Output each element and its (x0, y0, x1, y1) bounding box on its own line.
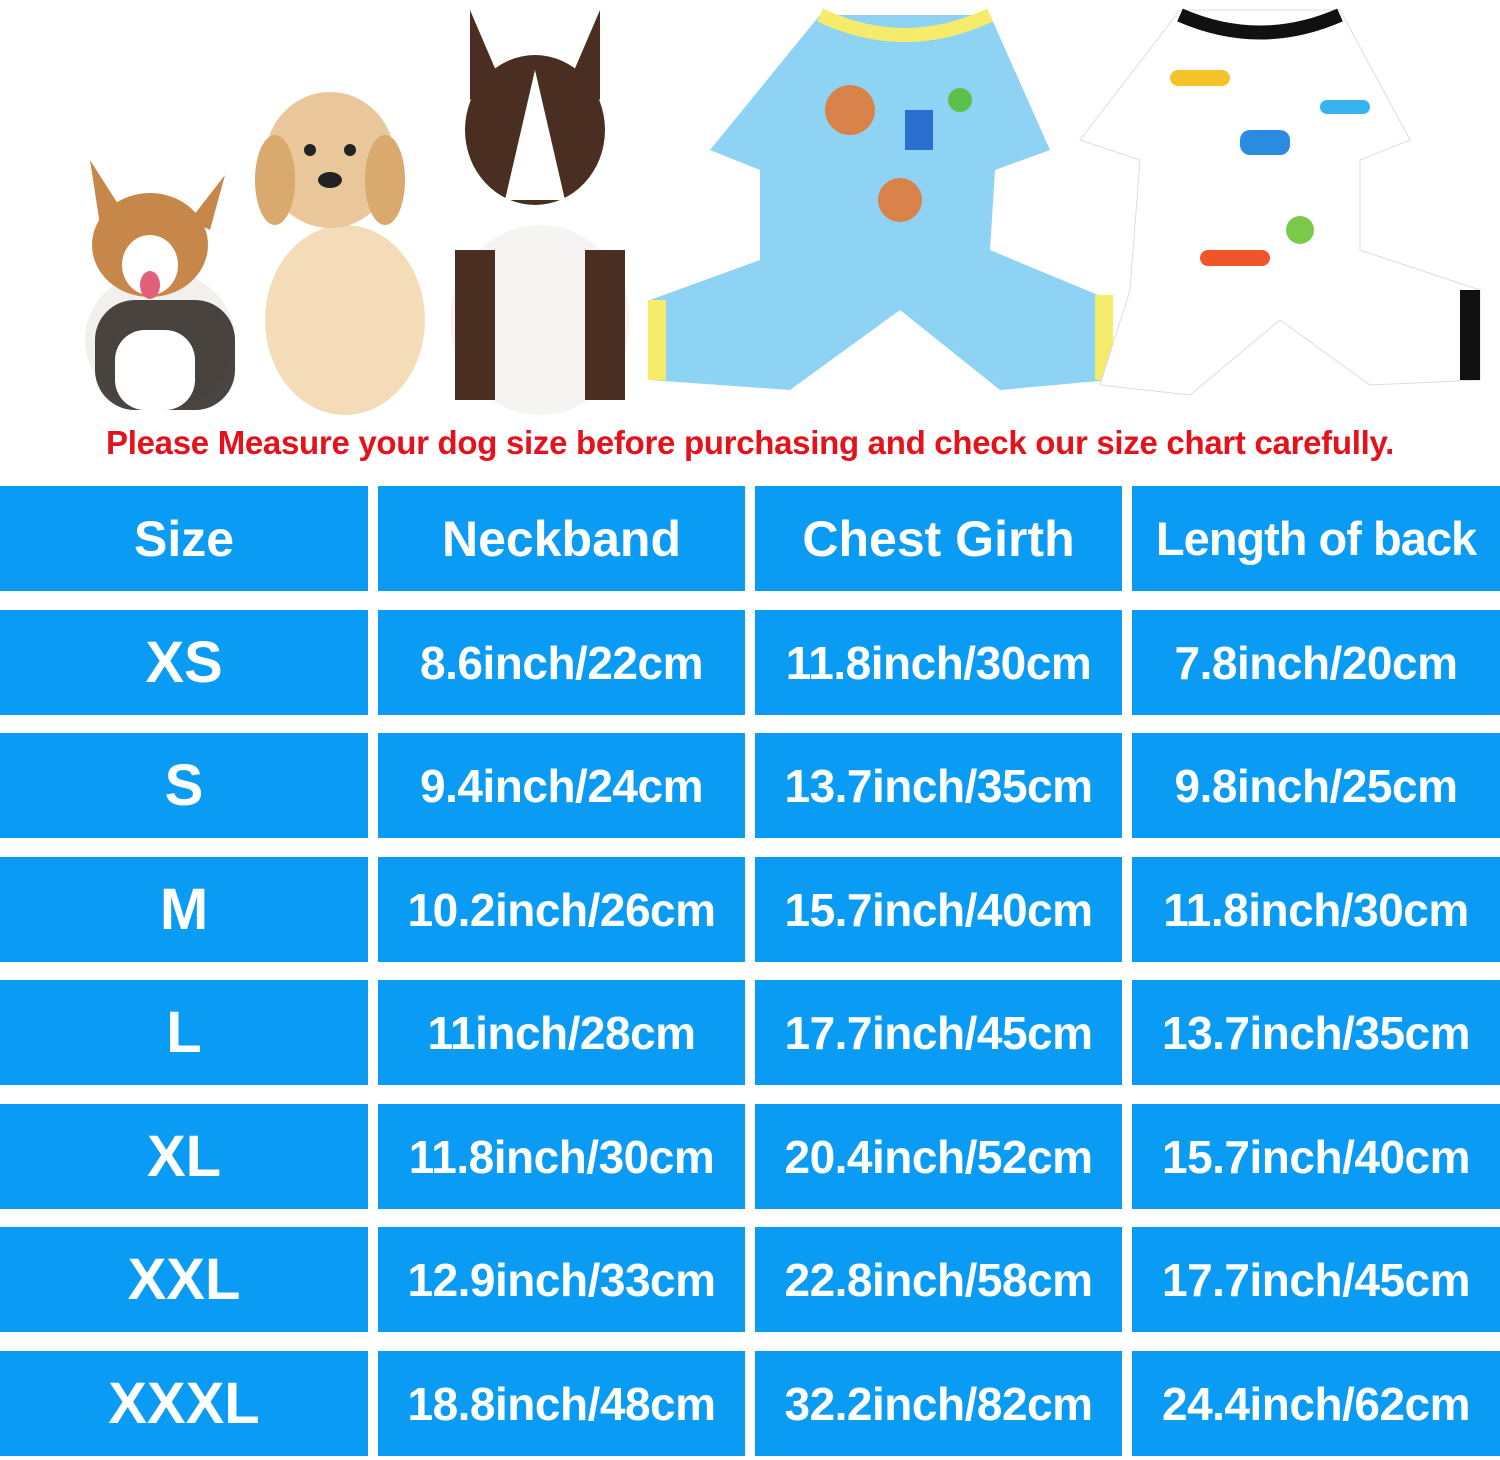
cell-size: M (0, 857, 368, 962)
cell-length-of-back: 9.8inch/25cm (1132, 733, 1500, 838)
cell-size: XS (0, 610, 368, 715)
header-length-of-back: Length of back (1132, 486, 1500, 591)
cell-neckband: 11.8inch/30cm (378, 1104, 745, 1209)
cell-length-of-back: 17.7inch/45cm (1132, 1227, 1500, 1332)
cell-neckband: 9.4inch/24cm (378, 733, 745, 838)
blue-corgi-print-pajamas-image (648, 8, 1113, 390)
cell-length-of-back: 15.7inch/40cm (1132, 1104, 1500, 1209)
cell-size: S (0, 733, 368, 838)
cell-chest-girth: 15.7inch/40cm (755, 857, 1122, 962)
product-photos (85, 8, 1481, 415)
cell-neckband: 8.6inch/22cm (378, 610, 745, 715)
header-neckband: Neckband (378, 486, 745, 591)
cell-length-of-back: 13.7inch/35cm (1132, 980, 1500, 1085)
cell-length-of-back: 24.4inch/62cm (1132, 1351, 1500, 1456)
cell-size: XL (0, 1104, 368, 1209)
cell-length-of-back: 7.8inch/20cm (1132, 610, 1500, 715)
header-chest-girth: Chest Girth (755, 486, 1122, 591)
header-size: Size (0, 486, 368, 591)
cell-chest-girth: 13.7inch/35cm (755, 733, 1122, 838)
cell-chest-girth: 11.8inch/30cm (755, 610, 1122, 715)
cell-chest-girth: 20.4inch/52cm (755, 1104, 1122, 1209)
cell-chest-girth: 32.2inch/82cm (755, 1351, 1122, 1456)
cell-neckband: 12.9inch/33cm (378, 1227, 745, 1332)
size-notice: Please Measure your dog size before purc… (106, 424, 1394, 461)
cell-size: XXL (0, 1227, 368, 1332)
white-dog-print-pajamas-image (1079, 8, 1481, 396)
cell-neckband: 10.2inch/26cm (378, 857, 745, 962)
cell-length-of-back: 11.8inch/30cm (1132, 857, 1500, 962)
cell-chest-girth: 17.7inch/45cm (755, 980, 1122, 1085)
cell-neckband: 18.8inch/48cm (378, 1351, 745, 1456)
cell-neckband: 11inch/28cm (378, 980, 745, 1085)
cell-size: L (0, 980, 368, 1085)
golden-retriever-puppy-image (255, 92, 425, 415)
cell-chest-girth: 22.8inch/58cm (755, 1227, 1122, 1332)
corgi-puppy-image (85, 160, 235, 410)
cell-size: XXXL (0, 1351, 368, 1456)
border-collie-puppy-image (450, 10, 630, 415)
